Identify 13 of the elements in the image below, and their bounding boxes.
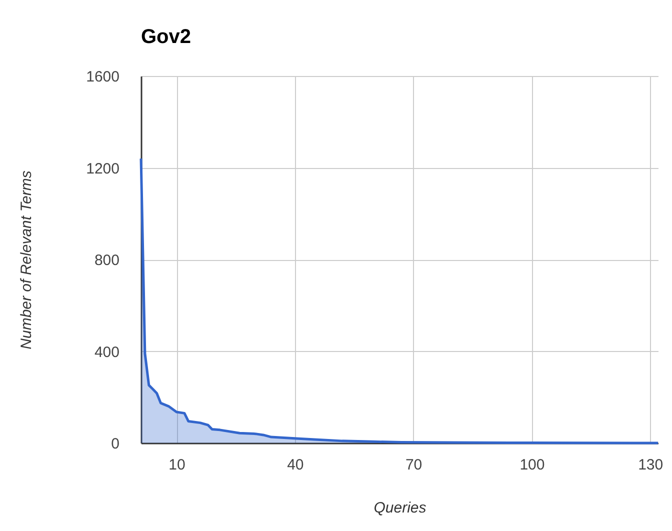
x-tick-label: 100 — [520, 456, 545, 474]
x-tick-label: 10 — [168, 456, 186, 474]
y-tick-label: 400 — [94, 344, 120, 361]
y-tick-label: 1200 — [86, 160, 120, 178]
y-axis-title: Number of Relevant Terms — [18, 170, 36, 350]
y-tick-label: 1600 — [86, 68, 120, 86]
x-tick-label: 130 — [638, 456, 664, 474]
x-axis-title: Queries — [374, 500, 427, 516]
chart-title: Gov2 — [141, 26, 192, 48]
y-tick-label: 0 — [111, 436, 120, 452]
x-tick-label: 40 — [287, 456, 304, 474]
y-tick-label: 800 — [94, 252, 120, 269]
x-tick-label: 70 — [405, 456, 422, 474]
